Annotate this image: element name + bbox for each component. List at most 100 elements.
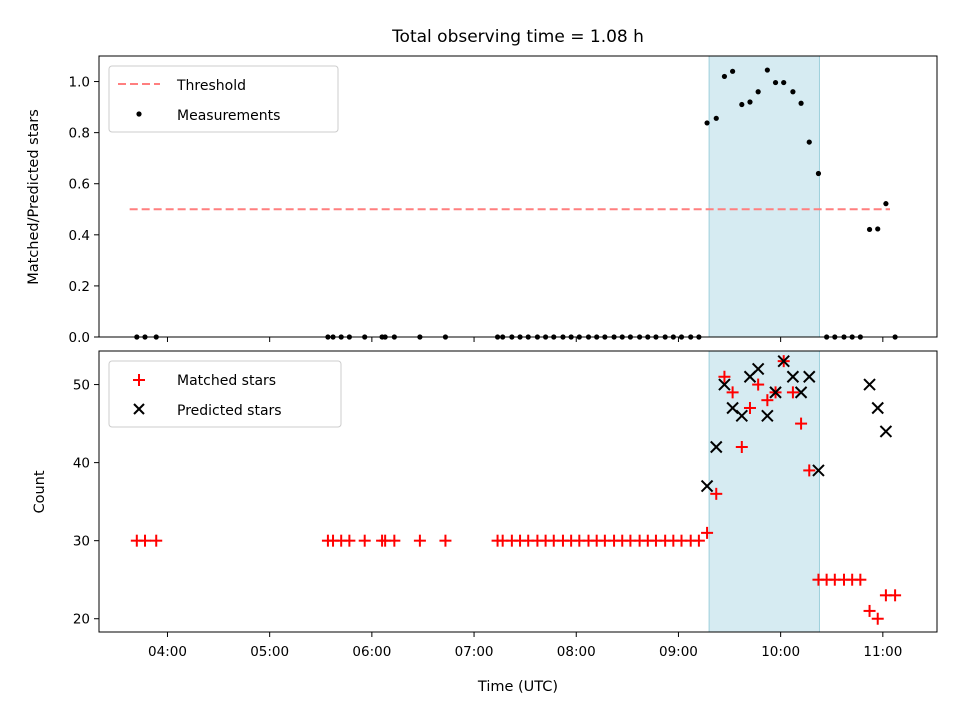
- y-tick-label: 0.8: [69, 126, 90, 142]
- y-tick-label: 0.4: [69, 228, 90, 244]
- predicted-stars-series: [700, 354, 893, 493]
- matched-star-point: [718, 370, 731, 383]
- matched-star-point: [889, 589, 902, 602]
- chart-title: Total observing time = 1.08 h: [391, 27, 644, 47]
- matched-star-point: [795, 417, 808, 430]
- y-tick-label: 40: [73, 456, 90, 472]
- y-tick-label: 0.6: [69, 177, 90, 193]
- matched-star-point: [803, 464, 816, 477]
- predicted-star-point: [761, 409, 774, 422]
- matched-star-point: [752, 378, 765, 391]
- matched-star-point: [388, 534, 401, 547]
- legend-measurements-label: Measurements: [177, 108, 280, 124]
- y-axis-ticks-bottom: 20 30 40 50: [73, 378, 99, 628]
- measurement-point: [866, 226, 873, 233]
- legend-threshold-label: Threshold: [176, 78, 246, 94]
- legend-box-bottom: [108, 360, 342, 428]
- legend-matched-label: Matched stars: [177, 373, 276, 389]
- measurement-point: [815, 170, 822, 177]
- x-axis-ticks-top: [166, 337, 884, 342]
- predicted-star-point: [700, 479, 714, 493]
- measurement-point: [739, 101, 745, 108]
- x-axis-ticks-bottom: 04:00 05:00 06:00 07:00 08:00 09:00 10:00 11:00: [148, 632, 902, 660]
- matched-star-point: [138, 534, 151, 547]
- predicted-star-point: [863, 378, 876, 391]
- panel-ratio: 0.0 0.2 0.4 0.6 0.8 1.0 Matched/Predicted sta…: [26, 55, 938, 346]
- predicted-star-point: [871, 401, 884, 415]
- predicted-star-point: [786, 370, 800, 383]
- legend-bottom: Matched stars Predicted stars: [108, 360, 342, 428]
- measurement-point: [798, 100, 804, 106]
- predicted-star-point: [777, 354, 790, 368]
- x-tick-label: 11:00: [863, 644, 902, 660]
- x-tick-label: 06:00: [352, 644, 391, 660]
- matched-star-point: [743, 401, 756, 414]
- predicted-star-point: [710, 440, 723, 454]
- x-tick-label: 09:00: [659, 644, 698, 660]
- y-tick-label: 50: [73, 378, 90, 394]
- matched-stars-series: [130, 355, 902, 625]
- x-tick-label: 04:00: [148, 644, 187, 660]
- matched-star-point: [871, 612, 884, 625]
- panel-counts: 20 30 40 50 04:00 05:00 06:00 07:00 08:00 09:00 1…: [32, 350, 938, 695]
- measurement-point: [790, 89, 796, 95]
- x-tick-label: 07:00: [455, 644, 494, 660]
- y-axis-label-bottom: Count: [32, 470, 48, 513]
- matched-star-point: [439, 534, 452, 547]
- legend-predicted-swatch: [133, 403, 145, 415]
- matched-star-point: [413, 534, 426, 547]
- axes-frame-bottom: [98, 350, 938, 633]
- legend-box-top: [108, 65, 339, 133]
- x-tick-label: 10:00: [761, 644, 800, 660]
- legend-measurements-swatch: [136, 111, 142, 117]
- x-axis-label: Time (UTC): [477, 679, 558, 695]
- y-tick-label: 30: [73, 534, 90, 550]
- y-axis-label-top: Matched/Predicted stars: [26, 109, 42, 285]
- y-tick-label: 1.0: [69, 75, 90, 91]
- y-tick-label: 20: [73, 612, 90, 628]
- measurement-point: [806, 139, 812, 145]
- measurement-point: [730, 68, 736, 74]
- matched-star-point: [692, 534, 705, 547]
- matched-star-point: [854, 573, 867, 586]
- matched-star-point: [863, 604, 876, 617]
- measurement-point: [781, 79, 787, 86]
- matched-star-point: [786, 386, 799, 399]
- axes-frame-top: [98, 55, 938, 338]
- predicted-star-point: [879, 425, 893, 438]
- matched-star-point: [735, 441, 748, 454]
- legend-top: Threshold Measurements: [108, 65, 339, 133]
- measurement-point: [721, 73, 728, 80]
- measurement-point: [747, 99, 753, 105]
- measurement-point: [713, 115, 719, 121]
- matched-star-point: [358, 534, 371, 547]
- matched-star-point: [150, 534, 163, 547]
- measurement-point: [704, 120, 710, 126]
- legend-matched-swatch: [133, 374, 145, 386]
- predicted-star-point: [812, 464, 825, 477]
- y-tick-label: 0.0: [69, 330, 90, 346]
- predicted-star-point: [718, 378, 731, 391]
- x-tick-label: 08:00: [557, 644, 596, 660]
- measurement-point: [764, 67, 770, 73]
- legend-predicted-label: Predicted stars: [177, 403, 282, 419]
- y-tick-label: 0.2: [69, 279, 90, 295]
- highlight-span-top: [708, 55, 820, 338]
- matched-star-point: [710, 487, 723, 500]
- predicted-star-point: [803, 370, 816, 383]
- measurement-point: [883, 201, 889, 207]
- matched-star-point: [726, 386, 739, 399]
- measurement-point: [755, 89, 761, 95]
- matched-star-point: [343, 534, 356, 547]
- matched-star-point: [701, 526, 714, 539]
- predicted-star-point: [794, 386, 808, 399]
- measurement-point: [772, 79, 779, 86]
- predicted-star-point: [751, 362, 765, 376]
- x-tick-label: 05:00: [250, 644, 289, 660]
- y-axis-ticks-top: 0.0 0.2 0.4 0.6 0.8 1.0: [69, 75, 99, 346]
- measurement-point: [875, 226, 881, 232]
- matched-star-point: [761, 394, 774, 407]
- predicted-star-point: [735, 409, 749, 422]
- predicted-star-point: [769, 386, 782, 399]
